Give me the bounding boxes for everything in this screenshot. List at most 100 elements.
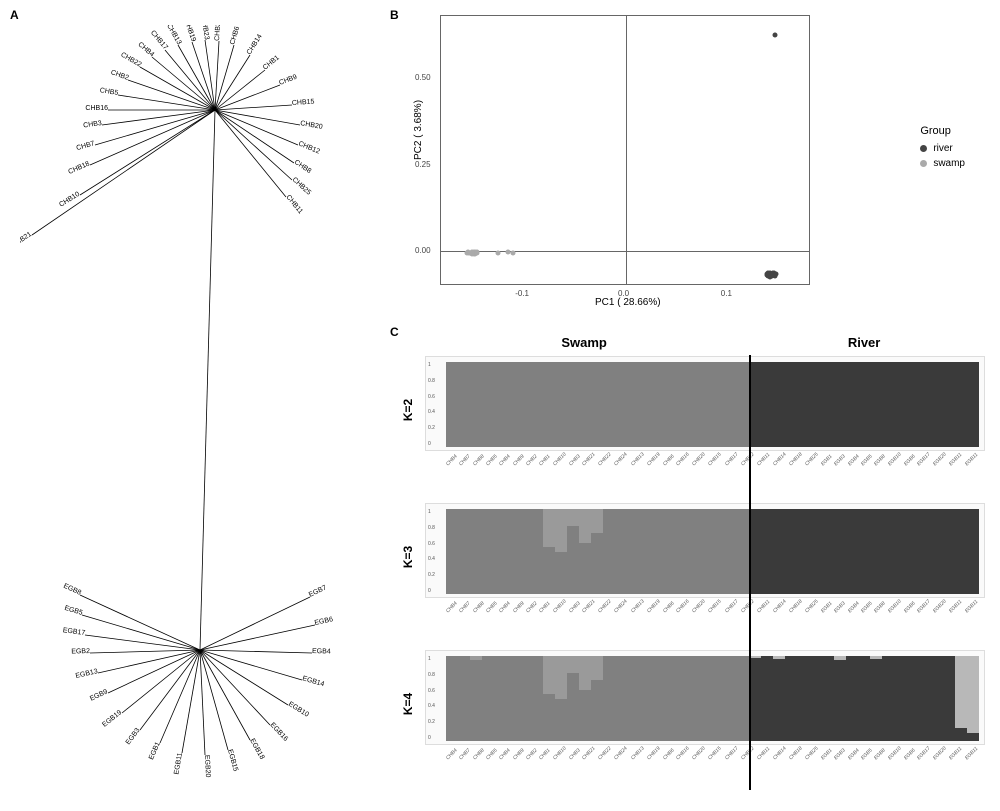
- structure-bar: [652, 656, 664, 741]
- structure-bar: [785, 509, 797, 594]
- structure-bar: [507, 656, 519, 741]
- structure-bar: [967, 362, 979, 447]
- structure-bar: [858, 362, 870, 447]
- structure-bar: [882, 509, 894, 594]
- tree-tip-label: CHB3: [83, 120, 103, 129]
- structure-bar: [579, 656, 591, 741]
- structure-ytick: 0.8: [428, 378, 435, 384]
- k2-bars: [446, 362, 979, 447]
- tree-tip-label: CHB21: [20, 231, 33, 250]
- structure-bar: [519, 656, 531, 741]
- tree-tip-label: CHB15: [292, 99, 315, 107]
- structure-bar: [858, 509, 870, 594]
- structure-bar: [688, 656, 700, 741]
- structure-ytick: 1: [428, 509, 435, 515]
- tree-tip-label: EGB17: [62, 627, 85, 637]
- structure-bar: [773, 509, 785, 594]
- structure-bar: [482, 362, 494, 447]
- k4-bars: [446, 656, 979, 741]
- structure-bar: [834, 509, 846, 594]
- structure-bar: [458, 509, 470, 594]
- pca-legend: Group river swamp: [920, 125, 965, 173]
- structure-bar: [519, 362, 531, 447]
- structure-bar: [640, 656, 652, 741]
- structure-bar: [543, 509, 555, 594]
- structure-bar: [906, 656, 918, 741]
- k4-yticks: 10.80.60.40.20: [428, 656, 435, 741]
- structure-bar: [858, 656, 870, 741]
- structure-bar: [591, 362, 603, 447]
- structure-bar: [555, 362, 567, 447]
- structure-bar: [531, 362, 543, 447]
- tree-tip-label: CHB7: [76, 140, 96, 152]
- structure-bar: [737, 509, 749, 594]
- tree-tip-label: CHB22: [119, 51, 142, 68]
- structure-bar: [918, 509, 930, 594]
- structure-ytick: 0.4: [428, 556, 435, 562]
- tree-tip-label: CHB12: [297, 140, 321, 155]
- tree-tip-label: CHB5: [99, 87, 119, 97]
- structure-bar: [458, 656, 470, 741]
- legend-dot-swamp: [920, 160, 927, 167]
- structure-ytick: 0: [428, 735, 435, 741]
- structure-bar: [761, 362, 773, 447]
- tree-tip-label: CHB11: [284, 194, 303, 216]
- structure-bar: [446, 509, 458, 594]
- structure-bar: [955, 656, 967, 741]
- pca-ytick: 0.25: [415, 160, 431, 169]
- structure-bar: [700, 509, 712, 594]
- structure-bar: [846, 362, 858, 447]
- structure-bar: [797, 656, 809, 741]
- panel-a-label: A: [10, 8, 19, 22]
- structure-bar: [906, 509, 918, 594]
- structure-bar: [446, 362, 458, 447]
- structure-bar: [628, 509, 640, 594]
- structure-bar: [809, 362, 821, 447]
- structure-bar: [918, 362, 930, 447]
- pca-point-river: [765, 271, 770, 276]
- structure-bar: [725, 362, 737, 447]
- pca-ytick: 0.00: [415, 246, 431, 255]
- structure-bar: [712, 656, 724, 741]
- structure-bar: [628, 656, 640, 741]
- tree-tip-label: CHB20: [300, 120, 324, 131]
- pca-plot-area: -0.10.00.10.000.250.50: [440, 15, 810, 285]
- structure-bar: [773, 362, 785, 447]
- structure-bar: [761, 656, 773, 741]
- structure-bar: [470, 656, 482, 741]
- tree-tip-label: CHB4: [136, 41, 155, 58]
- structure-k4: K=4 10.80.60.40.20 CHB4CHB7CHB8CHB5CHB4C…: [425, 650, 985, 785]
- structure-bar: [834, 362, 846, 447]
- structure-bar: [809, 509, 821, 594]
- tree-tip-label: EGB13: [75, 668, 99, 680]
- structure-bar: [894, 656, 906, 741]
- structure-bar: [882, 656, 894, 741]
- tree-tip-label: EGB6: [314, 616, 334, 627]
- structure-bar: [737, 656, 749, 741]
- structure-bar: [761, 509, 773, 594]
- phylo-tree-svg: CHB21CHB10CHB18CHB7CHB3CHB16CHB5CHB2CHB2…: [20, 25, 370, 795]
- structure-bar: [470, 509, 482, 594]
- tree-tip-label: EGB4: [312, 648, 331, 656]
- tree-tip-label: EGB19: [101, 709, 123, 729]
- tree-tip-label: CHB25: [291, 176, 312, 196]
- structure-bar: [942, 509, 954, 594]
- k2-label: K=2: [401, 399, 415, 421]
- structure-bar: [955, 509, 967, 594]
- structure-bar: [906, 362, 918, 447]
- structure-bar: [567, 509, 579, 594]
- structure-bar: [894, 509, 906, 594]
- structure-bar: [809, 656, 821, 741]
- structure-bar: [930, 362, 942, 447]
- structure-bar: [712, 362, 724, 447]
- structure-bar: [955, 362, 967, 447]
- structure-bar: [664, 509, 676, 594]
- legend-item-river: river: [920, 143, 965, 154]
- tree-tip-label: EGB20: [203, 755, 211, 778]
- k2-xlabels: CHB4CHB7CHB8CHB5CHB4CHB9CHB2CHB1CHB10CHB…: [445, 451, 980, 481]
- tree-tip-label: CHB19: [183, 25, 197, 43]
- structure-bar: [700, 656, 712, 741]
- tree-tip-label: CHB10: [58, 191, 81, 209]
- structure-bar: [446, 656, 458, 741]
- tree-tip-label: CHB18: [67, 160, 91, 176]
